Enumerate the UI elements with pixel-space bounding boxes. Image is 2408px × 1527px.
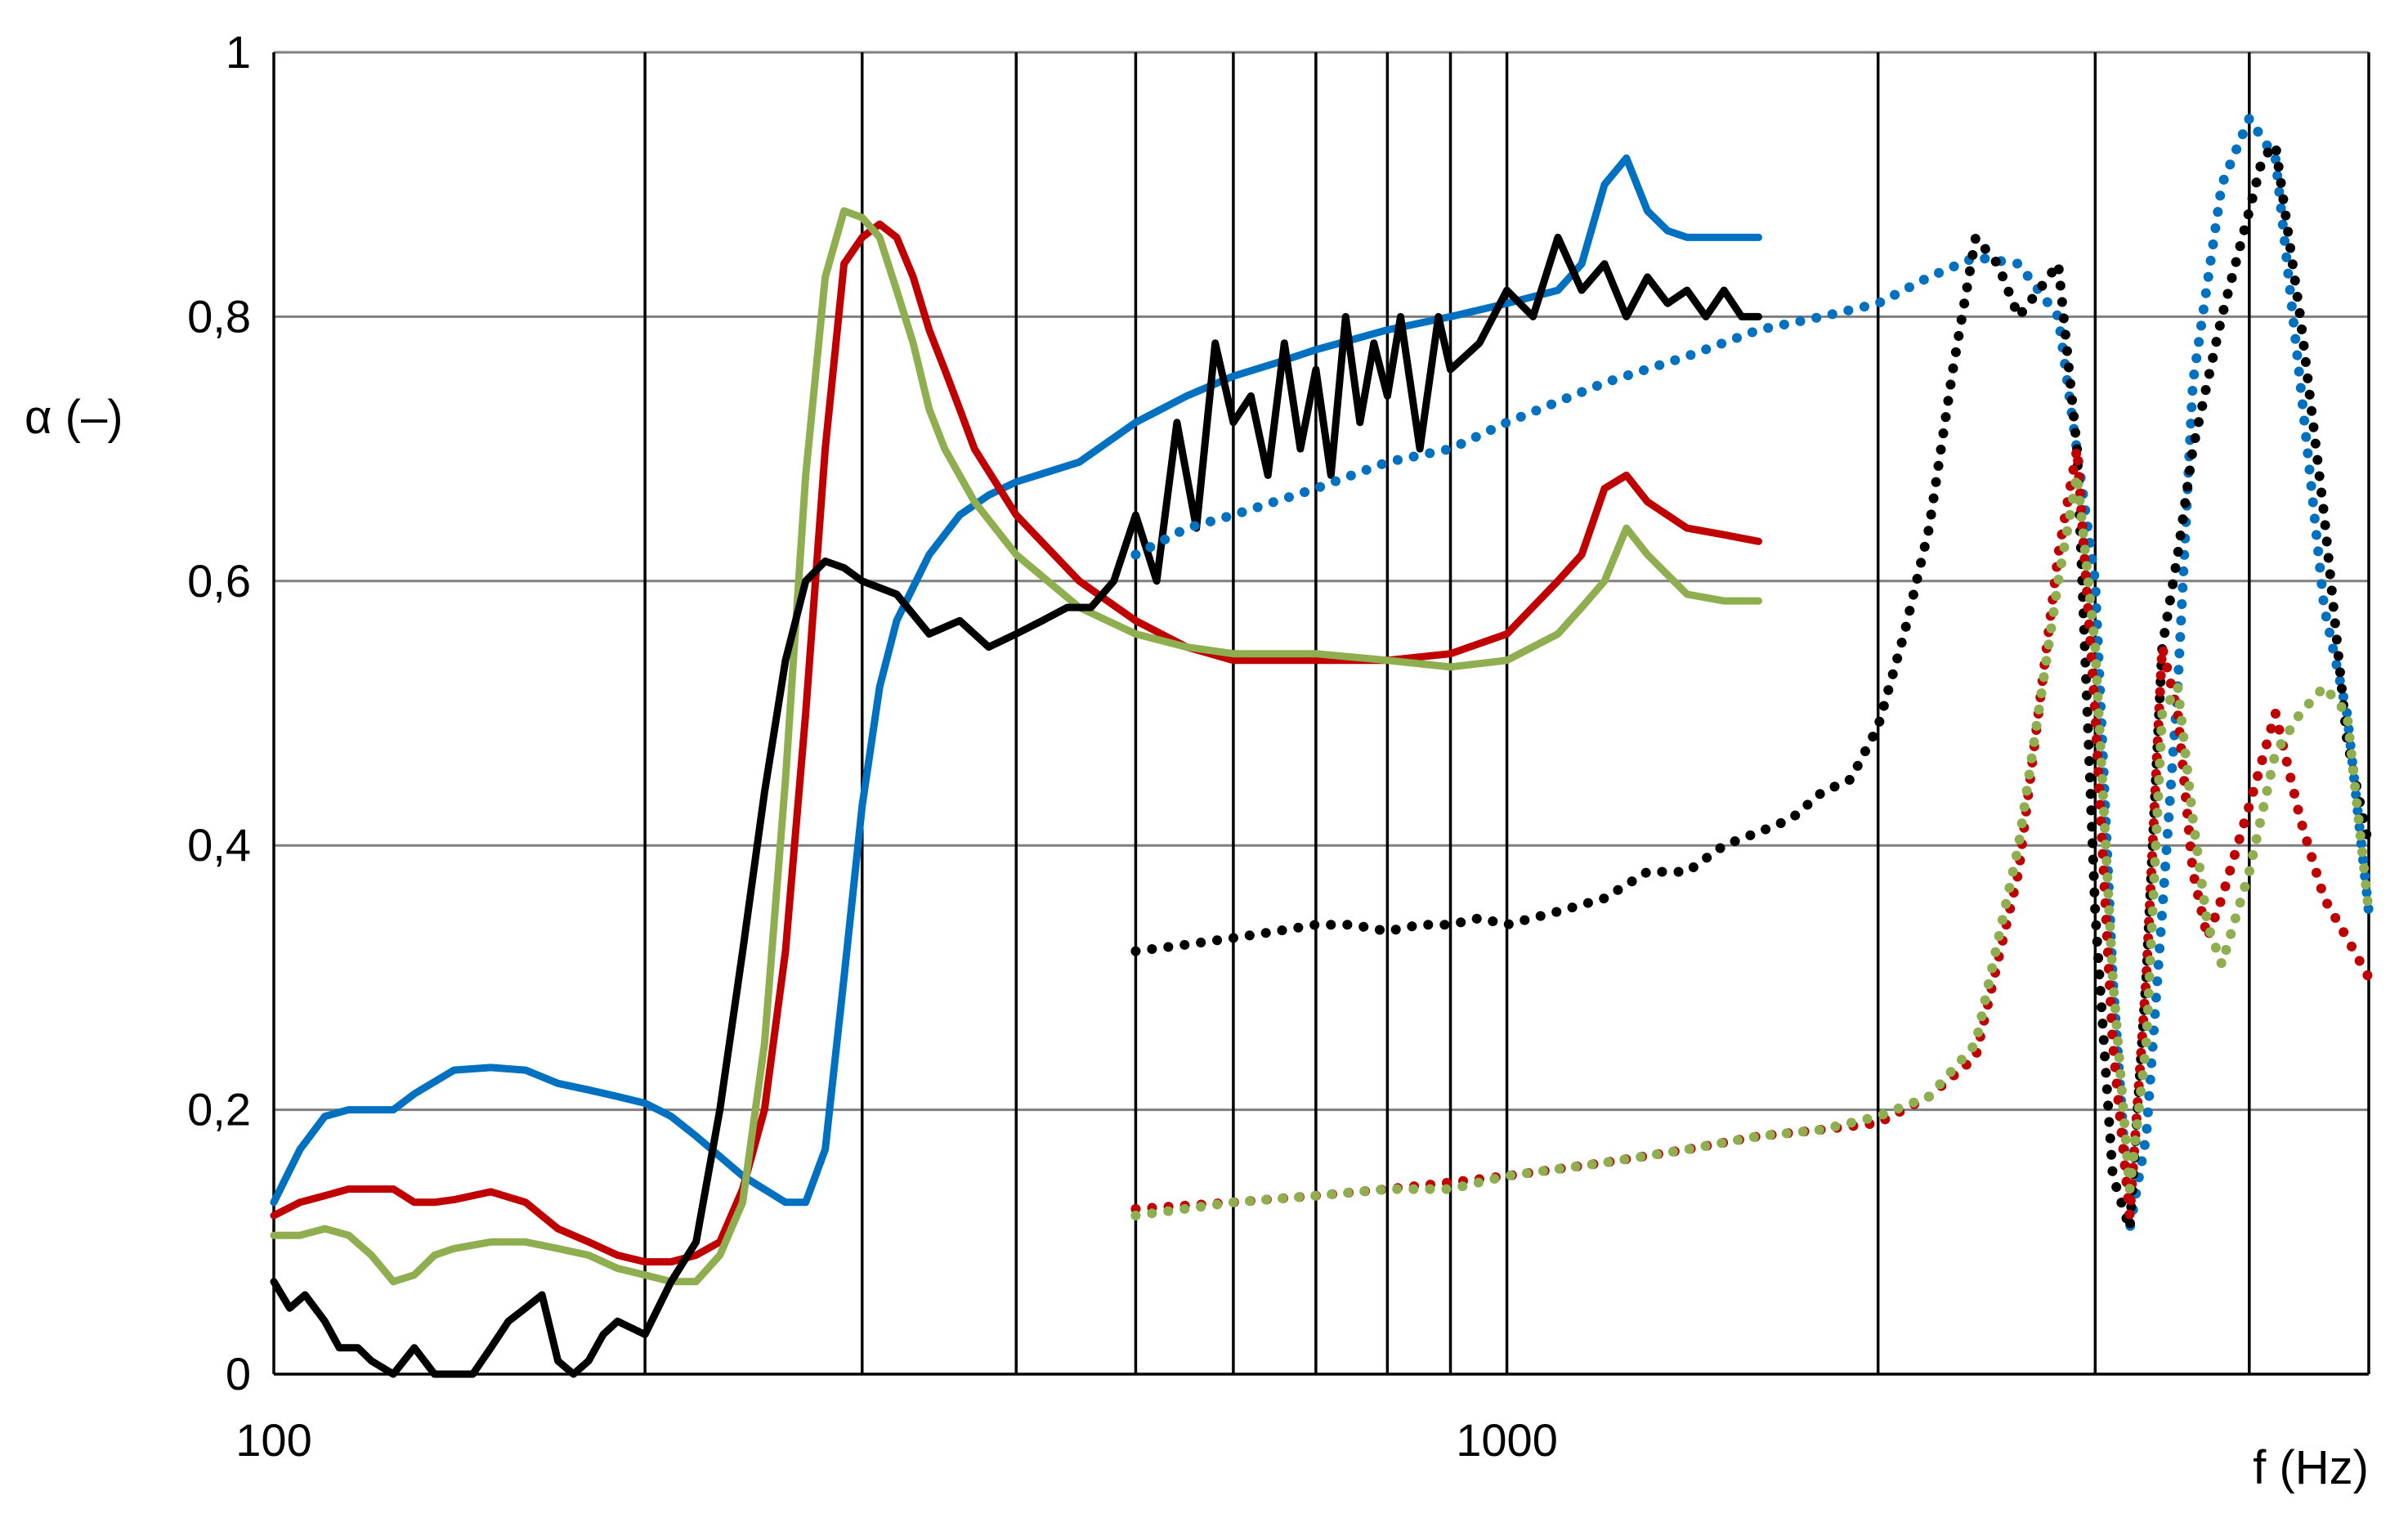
y-tick-label: 0,6 <box>187 555 251 607</box>
gridlines <box>274 51 2370 1376</box>
dotted-series-line-4 <box>1130 113 2374 1234</box>
tick-labels: 0 0,2 0,4 0,6 0,8 1 100 1000 <box>187 26 1558 1466</box>
dotted-series-line-6 <box>1130 444 2374 1220</box>
x-axis-label: f (Hz) <box>2253 1441 2369 1494</box>
y-tick-label: 0,4 <box>187 819 251 871</box>
y-axis-label: α (–) <box>25 391 123 444</box>
y-tick-label: 1 <box>226 26 251 78</box>
series-group <box>270 113 2374 1378</box>
axes <box>272 52 2369 1376</box>
dotted-series-line-7 <box>1130 470 2374 1220</box>
y-tick-label: 0 <box>226 1348 251 1399</box>
y-tick-label: 0,8 <box>187 290 251 342</box>
x-tick-label: 1000 <box>1456 1414 1558 1466</box>
solid-series-line-2 <box>270 207 1762 1286</box>
dotted-series-line-5 <box>1130 140 2374 1234</box>
y-tick-label: 0,2 <box>187 1084 251 1135</box>
solid-series-line-0 <box>270 154 1762 1207</box>
x-tick-label: 100 <box>235 1414 311 1466</box>
solid-series-line-3 <box>270 233 1762 1378</box>
